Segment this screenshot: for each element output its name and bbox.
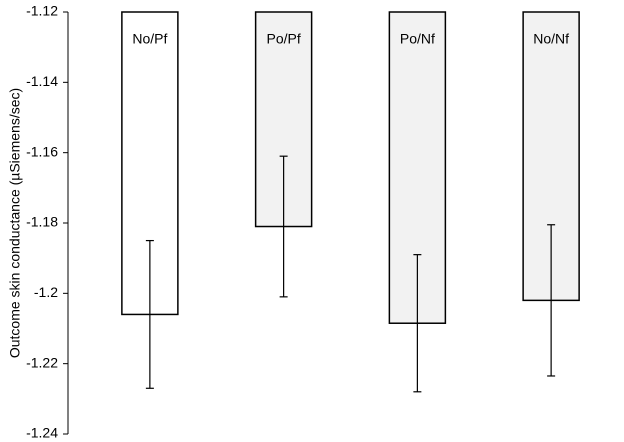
category-label: No/Nf [533,31,569,47]
category-label: No/Pf [132,31,167,47]
y-tick-label: -1.14 [26,73,58,89]
bar [522,11,580,302]
y-tick-label: -1.24 [26,425,58,441]
y-tick-label: -1.16 [26,143,58,159]
y-tick-label: -1.18 [26,214,58,230]
category-label: Po/Pf [267,31,301,47]
y-tick-label: -1.12 [26,3,58,19]
y-tick-label: -1.2 [34,284,58,300]
y-axis-label: Outcome skin conductance (µSiemens/sec) [7,88,23,358]
y-tick-label: -1.22 [26,354,58,370]
category-label: Po/Nf [400,31,435,47]
